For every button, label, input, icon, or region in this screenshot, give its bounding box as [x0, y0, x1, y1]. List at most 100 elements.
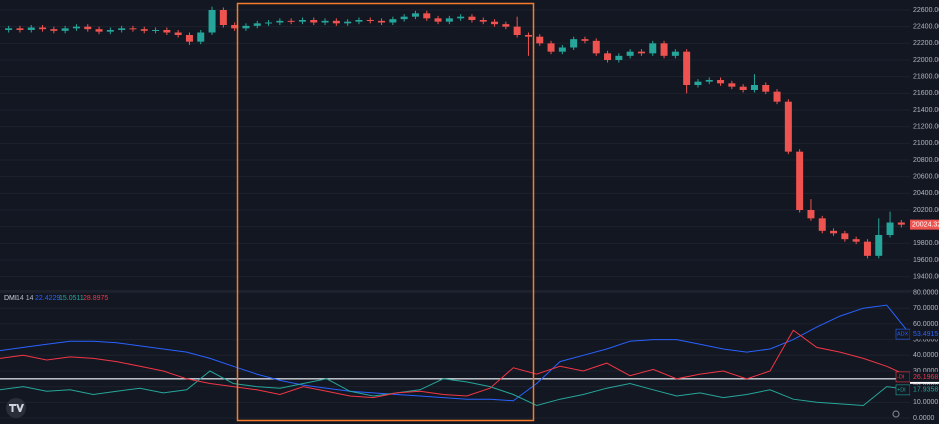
candle-body: [513, 26, 521, 35]
candle-body: [219, 10, 227, 25]
candle-body: [875, 235, 883, 256]
y-tick-label: 22200.00: [913, 40, 939, 47]
candle-body: [660, 43, 668, 56]
candle-body: [502, 24, 510, 27]
candle-body: [604, 53, 612, 60]
candle-body: [784, 101, 792, 152]
series-label: 26.1968: [913, 374, 938, 381]
indicator-line: [0, 370, 911, 407]
candle-body: [796, 151, 804, 210]
candle-body: [468, 16, 476, 20]
candle-body: [129, 28, 137, 30]
candle-body: [27, 27, 35, 30]
series-label-box: [910, 371, 939, 382]
series-label: 53.4915: [913, 331, 938, 338]
candle-body: [310, 20, 318, 23]
candle-body: [807, 210, 815, 219]
candle-body: [479, 20, 487, 22]
candle-body: [886, 222, 894, 235]
price-label: 20024.32: [912, 221, 939, 228]
candle-body: [491, 21, 499, 25]
candle-body: [39, 27, 47, 30]
indicator-params: 14 14: [16, 295, 34, 302]
y-tick-label: 70.0000: [913, 305, 938, 312]
series-label-box: [910, 329, 939, 340]
y-tick-label: 19400.00: [913, 274, 939, 281]
candle-body: [344, 21, 352, 24]
y-tick-label: 22000.00: [913, 57, 939, 64]
candle-body: [818, 218, 826, 231]
candle-body: [265, 22, 273, 24]
y-tick-label: 19600.00: [913, 257, 939, 264]
candle-body: [570, 39, 578, 48]
candle-body: [434, 18, 442, 22]
candle-body: [208, 10, 216, 33]
y-tick-label: 50.0000: [913, 336, 938, 343]
settings-icon[interactable]: [892, 410, 900, 418]
candle-body: [389, 19, 397, 23]
candle-body: [671, 51, 679, 56]
candle-body: [140, 29, 148, 31]
y-tick-label: 60.0000: [913, 321, 938, 328]
candle-body: [321, 20, 329, 23]
candle-body: [649, 43, 657, 54]
y-tick-label: 21800.00: [913, 74, 939, 81]
legend-value: 15.0511: [59, 295, 84, 302]
candle-body: [95, 29, 103, 32]
candle-body: [830, 230, 838, 234]
y-tick-label: 21600.00: [913, 90, 939, 97]
candle-body: [524, 35, 532, 37]
y-tick-label: 0.0000: [913, 415, 935, 422]
y-tick-label: 40.0000: [913, 352, 938, 359]
candle-body: [287, 20, 295, 22]
candle-body: [547, 43, 555, 52]
series-tag: -DI: [897, 374, 905, 380]
candle-body: [231, 25, 239, 29]
candle-body: [762, 85, 770, 92]
candle-body: [411, 13, 419, 17]
candle-body: [852, 239, 860, 242]
y-tick-label: 20400.00: [913, 190, 939, 197]
candle-body: [253, 23, 261, 26]
candle-body: [558, 47, 566, 52]
legend-value: 22.4229: [35, 295, 60, 302]
indicator-line: [0, 304, 911, 402]
marks: [0, 6, 911, 407]
candle-body: [400, 16, 408, 20]
candle-body: [378, 20, 386, 23]
candle-body: [332, 20, 340, 24]
candle-body: [694, 81, 702, 85]
candle-body: [163, 30, 171, 33]
candle-body: [863, 241, 871, 256]
indicator-line: [0, 329, 911, 399]
candle-body: [637, 51, 645, 54]
candle-body: [366, 20, 374, 21]
candle-body: [197, 32, 205, 42]
series-tag: ADX: [897, 332, 909, 338]
candle-body: [355, 20, 363, 22]
y-tick-label: 19800.00: [913, 240, 939, 247]
y-tick-label: 21200.00: [913, 124, 939, 131]
y-tick-label: 80.0000: [913, 289, 938, 296]
y-tick-label: 20800.00: [913, 157, 939, 164]
candle-body: [592, 40, 600, 54]
series-tag: +DI: [897, 387, 906, 393]
candle-body: [705, 80, 713, 82]
y-tick-label: 22600.00: [913, 7, 939, 14]
candle-body: [423, 13, 431, 19]
series-label: 17.9358: [913, 387, 938, 394]
candle-body: [174, 32, 182, 35]
series-label-box: [910, 384, 939, 395]
candle-body: [728, 83, 736, 87]
candle-body: [118, 28, 126, 30]
candle-body: [50, 29, 58, 31]
legend-value: 28.8975: [83, 295, 108, 302]
grid: [0, 9, 910, 419]
y-tick-label: 30.0000: [913, 368, 938, 375]
candle-body: [16, 28, 24, 30]
y-tick-label: 22400.00: [913, 24, 939, 31]
y-tick-label: 20600.00: [913, 174, 939, 181]
y-tick-label: 10.0000: [913, 399, 938, 406]
